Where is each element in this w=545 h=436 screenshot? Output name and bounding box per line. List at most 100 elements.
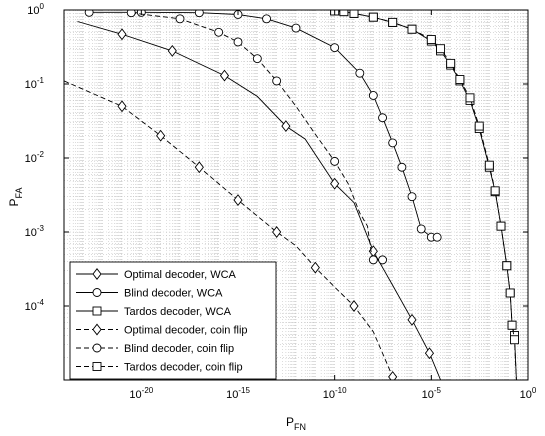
series-6-marker [496,221,506,231]
series-5-marker [175,14,185,24]
y-tick-base: 10 [25,153,37,165]
x-tick-label: 10-5 [422,386,442,401]
legend-box [69,261,277,380]
y-tick-label: 10-2 [25,150,45,165]
x-tick-exp: -5 [434,386,442,395]
y-tick-base: 10 [27,5,39,17]
series-4-marker [117,100,127,113]
series-1-marker [219,69,230,82]
series-2-marker [194,10,204,18]
y-tick-label: 10-1 [25,76,45,91]
legend-entry: Blind decoder, coin flip [76,343,234,355]
series-2 [84,10,442,242]
series-5 [126,10,388,265]
y-tick-exp: -4 [37,298,45,307]
series-1 [77,21,442,380]
series-6-marker [510,335,519,345]
ticks: 10-20 10-15 10-10 10-5 10010010-110-210-310-… [25,2,537,401]
series-2-marker [84,10,94,17]
series-5-marker [126,10,136,18]
series-2-marker [397,162,407,172]
legend-entry: Optimal decoder, coin flip [76,323,248,337]
series-1-marker [117,28,127,41]
series-4-marker [194,161,204,174]
legend: Optimal decoder, WCA Blind decoder, WCA Ta… [69,261,277,380]
series-6-marker [426,34,436,44]
series-4 [64,80,398,380]
series-layer [64,10,519,380]
legend-label: Tardos decoder, coin flip [124,362,243,374]
legend-label: Optimal decoder, coin flip [124,325,248,337]
series-4-marker [156,129,166,142]
series-6 [330,10,519,380]
legend-marker [92,288,102,297]
y-axis-label-main: P [7,199,21,207]
series-5-marker [330,156,340,166]
legend-marker [92,268,102,280]
series-6-marker [474,121,484,131]
legend-label: Tardos decoder, WCA [124,306,232,318]
y-tick-exp: -1 [37,76,45,85]
x-tick-base: 10 [129,389,141,401]
series-2-marker [416,224,426,234]
series-1-marker [424,347,435,360]
series-4-marker [388,370,398,380]
series-6-marker [465,93,475,103]
series-line-4 [64,80,394,378]
series-2-marker [330,43,340,53]
series-6-marker [368,12,378,22]
x-tick-base: 10 [520,389,532,401]
plot-frame [63,9,529,381]
series-6-marker [407,24,417,34]
legend-marker [92,343,102,353]
legend-marker [92,323,102,336]
x-tick-label: 10-10 [323,386,347,401]
x-axis-label: PFN [286,415,306,432]
legend-marker [92,362,102,371]
series-6-marker [505,288,515,298]
y-tick-exp: 0 [40,2,45,11]
x-tick-exp: 0 [532,386,537,395]
series-1-marker [330,177,340,190]
x-tick-label: 10-15 [226,386,250,401]
series-2-marker [291,23,301,33]
x-tick-exp: -15 [238,386,250,395]
series-6-marker [388,17,398,27]
series-5-marker [214,27,224,37]
legend-marker [92,306,102,316]
legend-entry: Optimal decoder, WCA [76,268,237,281]
y-tick-base: 10 [25,79,37,91]
axis-labels: PFN PFA [7,187,306,432]
series-5-marker [378,255,388,265]
series-1-marker [281,120,291,133]
y-tick-exp: -2 [37,150,45,159]
y-axis-label-sub: FA [14,187,24,198]
y-tick-exp: -3 [37,224,45,233]
series-6-marker [484,160,494,170]
series-2-marker [407,192,417,202]
legend-entry: Blind decoder, WCA [76,288,223,300]
series-2-marker [355,68,365,78]
series-4-marker [272,226,282,238]
x-axis-label-main: P [286,415,294,429]
series-4-marker [233,194,243,207]
x-axis-label-sub: FN [294,422,306,432]
series-5-marker [252,54,262,64]
series-2-marker [262,14,272,24]
legend-entry: Tardos decoder, coin flip [76,362,243,374]
series-6-marker [339,10,349,17]
series-6-marker [349,10,359,18]
series-2-marker [388,138,398,148]
y-tick-label: 10-4 [25,298,45,313]
series-5-marker [233,37,243,47]
series-6-marker [446,58,456,68]
series-4-marker [349,300,359,312]
series-5-marker [368,255,378,265]
y-tick-base: 10 [25,301,37,313]
legend-label: Blind decoder, coin flip [124,343,234,355]
series-5-marker [272,76,282,86]
legend-label: Blind decoder, WCA [124,288,223,300]
series-6-marker [502,261,512,271]
series-6-marker [455,75,465,84]
